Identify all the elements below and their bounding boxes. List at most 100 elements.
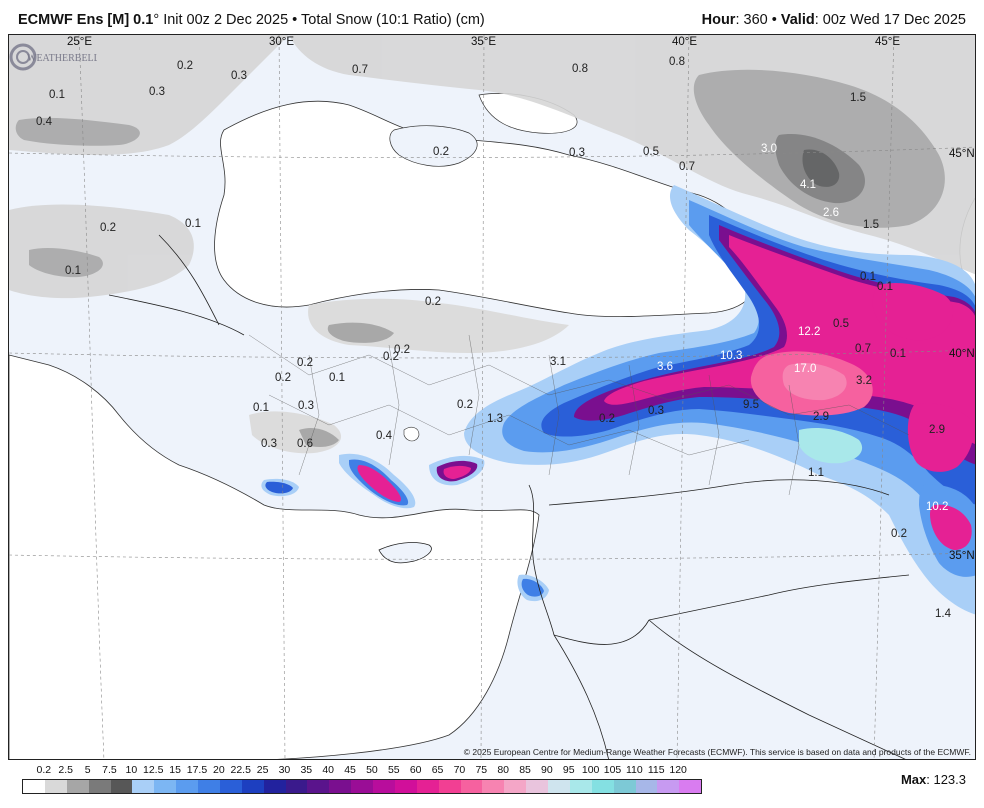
lat-label: 40°N xyxy=(949,348,975,360)
value-label: 0.6 xyxy=(297,438,313,450)
light-snow-areas xyxy=(9,35,975,299)
value-label: 17.0 xyxy=(794,363,816,375)
legend-swatch xyxy=(88,780,111,793)
valid-label: Valid xyxy=(780,12,815,28)
legend-colorbar xyxy=(22,779,702,794)
province-lines xyxy=(248,334,910,496)
legend-swatch xyxy=(548,780,570,793)
value-label: 1.5 xyxy=(850,92,866,104)
legend-swatch xyxy=(44,780,67,793)
legend-swatch xyxy=(416,780,439,793)
max-label: Max xyxy=(900,772,927,787)
logo-text: WEATHERBELL xyxy=(27,53,97,64)
value-label: 0.1 xyxy=(65,265,81,277)
legend-swatch xyxy=(591,780,614,793)
value-label: 1.3 xyxy=(487,413,503,425)
legend-swatch xyxy=(657,780,680,793)
value-label: 2.6 xyxy=(823,207,839,219)
model-name: ECMWF Ens [M] 0.1 xyxy=(18,12,154,28)
legend-swatch xyxy=(23,780,45,793)
value-label: 3.0 xyxy=(761,143,777,155)
value-labels: 0.2 0.3 0.7 0.8 0.8 0.1 0.3 0.4 1.5 3.0 … xyxy=(36,56,952,620)
color-legend: 0.2 2.5 5 7.5 10 12.5 15 17.5 20 22.5 25 30 35 40 45 50… xyxy=(22,762,702,796)
value-label: 1.4 xyxy=(935,608,952,620)
value-label: 0.3 xyxy=(648,405,664,417)
legend-tick-label: 30 xyxy=(278,764,291,776)
cyprus xyxy=(378,542,432,564)
anatolia-light-snow xyxy=(249,298,569,454)
max-number: : 123.3 xyxy=(926,772,966,787)
lat-label: 35°N xyxy=(949,550,975,562)
legend-swatch xyxy=(351,780,373,793)
value-label: 0.1 xyxy=(253,402,269,414)
legend-swatch xyxy=(241,780,264,793)
legend-tick-label: 80 xyxy=(497,764,509,776)
graticule xyxy=(9,35,975,759)
value-label: 0.1 xyxy=(49,89,65,101)
value-label: 0.7 xyxy=(855,343,871,355)
value-label: 0.2 xyxy=(394,344,410,356)
value-label: 0.3 xyxy=(231,70,247,82)
header: ECMWF Ens [M] 0.1° Init 00z 2 Dec 2025 •… xyxy=(0,0,984,34)
legend-swatch xyxy=(679,780,702,793)
value-label: 2.9 xyxy=(929,424,945,436)
value-label: 0.1 xyxy=(890,348,906,360)
legend-tick-label: 120 xyxy=(669,764,687,776)
legend-swatch xyxy=(460,780,483,793)
product-name: Total Snow (10:1 Ratio) (cm) xyxy=(301,12,485,28)
legend-swatch xyxy=(307,780,330,793)
legend-swatch xyxy=(526,780,548,793)
value-label: 2.9 xyxy=(813,411,829,423)
legend-tick-label: 65 xyxy=(431,764,444,776)
legend-tick-label: 35 xyxy=(300,764,313,776)
value-label: 9.5 xyxy=(743,399,759,411)
value-label: 0.5 xyxy=(833,318,849,330)
value-label: 0.7 xyxy=(679,161,695,173)
lon-label: 40°E xyxy=(672,36,697,48)
max-value: Max: 123.3 xyxy=(901,772,966,787)
value-label: 0.3 xyxy=(298,400,314,412)
legend-tick-label: 50 xyxy=(366,764,378,776)
lat-label: 45°N xyxy=(949,148,975,160)
legend-swatch xyxy=(329,780,352,793)
legend-tick-label: 20 xyxy=(212,764,225,776)
value-label: 3.2 xyxy=(856,375,872,387)
legend-tick-label: 95 xyxy=(562,764,575,776)
value-label: 0.4 xyxy=(36,116,53,128)
legend-tick-label: 110 xyxy=(626,764,643,776)
hour-label: Hour xyxy=(701,12,736,28)
value-label: 3.6 xyxy=(657,361,673,373)
value-label: 0.7 xyxy=(352,64,368,76)
heavy-snow-east xyxy=(464,185,975,615)
lon-label: 30°E xyxy=(269,36,294,48)
value-label: 0.1 xyxy=(877,281,893,293)
legend-tick-label: 90 xyxy=(541,764,553,776)
value-label: 0.5 xyxy=(643,146,659,158)
value-label: 4.1 xyxy=(800,179,816,191)
taurus-snow xyxy=(261,453,549,602)
copyright-credit: © 2025 European Centre for Medium-Range … xyxy=(463,747,971,757)
header-title: ECMWF Ens [M] 0.1° Init 00z 2 Dec 2025 •… xyxy=(18,12,485,28)
legend-tick-label: 75 xyxy=(475,764,488,776)
value-label: 3.1 xyxy=(550,356,566,368)
value-label: 0.3 xyxy=(261,438,277,450)
value-label: 0.8 xyxy=(572,63,588,75)
value-label: 0.2 xyxy=(891,528,907,540)
legend-swatch xyxy=(219,780,242,793)
legend-tick-label: 55 xyxy=(387,764,400,776)
weatherbell-logo: WEATHERBELL xyxy=(9,43,97,71)
snow-map[interactable]: 25°E 30°E 35°E 40°E 45°E 45°N 40°N 35°N … xyxy=(8,34,976,760)
value-label: 0.2 xyxy=(100,222,116,234)
legend-tick-label: 60 xyxy=(409,764,422,776)
value-label: 0.4 xyxy=(376,430,393,442)
value-label: 0.3 xyxy=(569,147,585,159)
legend-swatch xyxy=(482,780,505,793)
value-label: 10.2 xyxy=(926,501,948,513)
legend-ticks: 0.2 2.5 5 7.5 10 12.5 15 17.5 20 22.5 25 30 35 40 45 50… xyxy=(22,764,702,778)
value-label: 1.5 xyxy=(863,219,879,231)
legend-tick-label: 115 xyxy=(647,764,665,776)
header-valid-time: Hour: 360 • Valid: 00z Wed 17 Dec 2025 xyxy=(702,12,966,28)
legend-swatch xyxy=(263,780,286,793)
legend-tick-label: 10 xyxy=(125,764,138,776)
value-label: 12.2 xyxy=(798,326,820,338)
